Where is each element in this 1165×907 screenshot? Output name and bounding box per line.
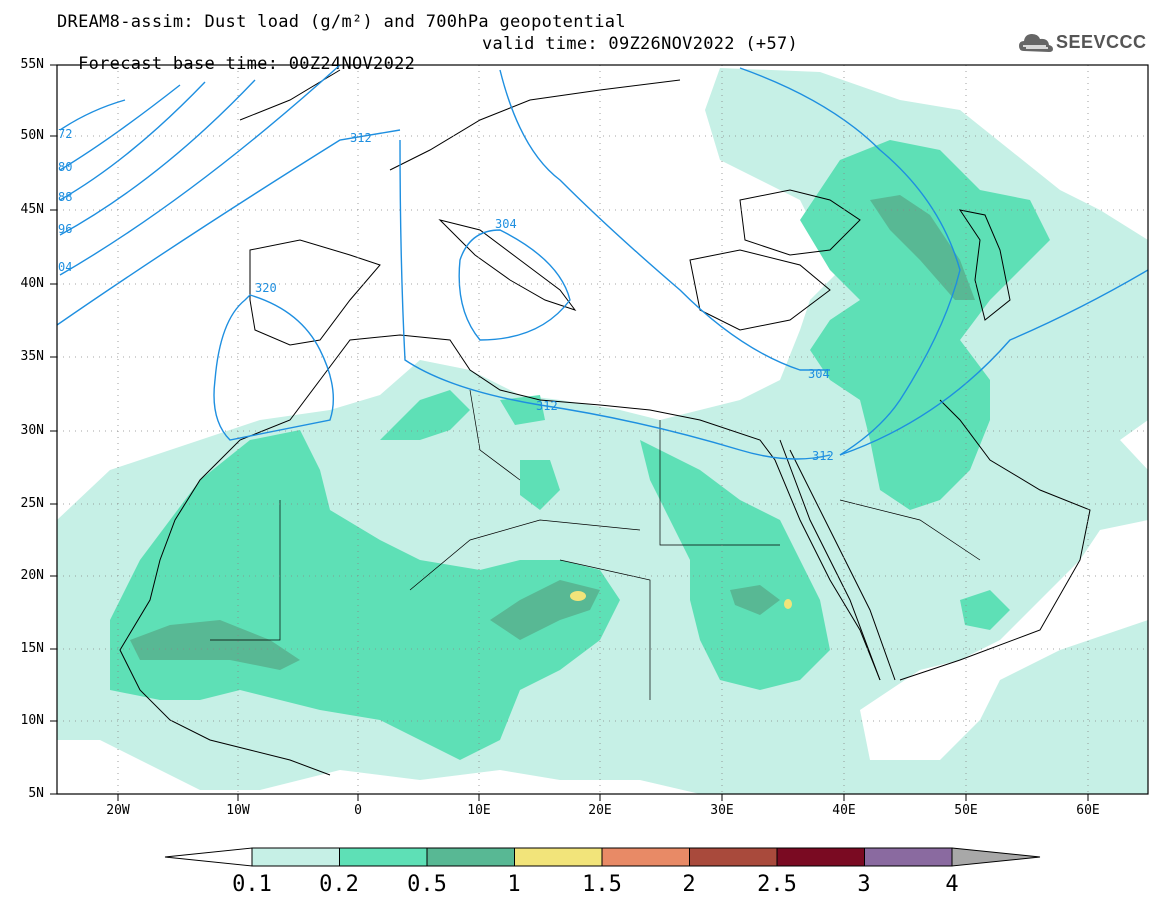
map-subtitle: Forecast base time: 00Z24NOV2022 valid t… [57, 34, 798, 94]
contour-label: 304 [495, 217, 517, 231]
contour-label: 72 [58, 127, 72, 141]
lon-label: 10W [226, 803, 250, 818]
lat-label: 5N [28, 786, 44, 801]
colorbar-swatch [601, 847, 690, 867]
lat-label: 10N [20, 713, 44, 728]
cloud-logo-icon [1019, 34, 1053, 52]
lat-label: 15N [20, 641, 44, 656]
africa-coastline [119, 334, 881, 776]
medium-dust-middle-east [800, 140, 1050, 510]
lon-label: 20E [588, 803, 612, 818]
contour-labels: 72 80 88 96 04 312 320 304 304 312 312 [58, 127, 834, 463]
colorbar-label: 3 [857, 872, 871, 897]
colorbar-label: 2.5 [757, 872, 797, 897]
colorbar-low-arrow [164, 847, 253, 867]
peak-dust-sudan [784, 599, 792, 609]
contour-label: 320 [255, 281, 277, 295]
contour-312-africa [399, 139, 831, 460]
contour-304-east [739, 67, 961, 456]
medium-dust-west-sahel [110, 430, 620, 760]
lat-label: 50N [20, 128, 44, 143]
contour-304-central [499, 69, 830, 371]
lat-label: 30N [20, 423, 44, 438]
red-sea-coastline [779, 439, 896, 681]
lat-label: 35N [20, 349, 44, 364]
lon-label: 40E [832, 803, 856, 818]
lon-label: 60E [1076, 803, 1100, 818]
contour-304-italy [458, 229, 571, 341]
caspian-coastline [958, 209, 1011, 321]
lat-label: 40N [20, 276, 44, 291]
contour-312-east [839, 269, 1148, 456]
valid-time: valid time: 09Z26NOV2022 (+57) [482, 34, 799, 54]
lon-label: 50E [954, 803, 978, 818]
forecast-base-time: Forecast base time: 00Z24NOV2022 [78, 54, 416, 74]
contour-label: 304 [808, 367, 830, 381]
logo-text: SEEVCCC [1056, 32, 1147, 52]
colorbar-swatch [426, 847, 515, 867]
colorbar-label: 0.2 [319, 872, 359, 897]
colorbar [164, 847, 1041, 867]
colorbar-high-arrow [951, 847, 1041, 867]
lat-label: 45N [20, 202, 44, 217]
colorbar-label: 0.5 [407, 872, 447, 897]
seevccc-logo: SEEVCCC [1018, 30, 1153, 56]
iberia-coastline [249, 239, 381, 346]
colorbar-label: 0.1 [232, 872, 272, 897]
heavy-dust-sahel [130, 620, 300, 670]
lat-label: 55N [20, 57, 44, 72]
turkey-coastline [689, 249, 831, 331]
medium-dust-egypt-sudan [640, 440, 830, 690]
dust-field [57, 68, 1148, 794]
medium-dust-mediterranean-blob [500, 395, 545, 425]
europe-coastline [239, 69, 681, 171]
coastlines [119, 69, 1091, 776]
italy-coastline [438, 219, 577, 311]
lon-label: 20W [106, 803, 130, 818]
lon-label: 0 [354, 803, 362, 818]
contour-label: 04 [58, 260, 72, 274]
colorbar-swatch [776, 847, 865, 867]
colorbar-swatch [864, 847, 953, 867]
contour-label: 312 [536, 399, 558, 413]
heavy-dust-caucasus [870, 195, 975, 300]
contour-296 [59, 79, 256, 236]
contour-label: 80 [58, 160, 72, 174]
country-borders [210, 389, 981, 700]
contour-280 [59, 84, 181, 171]
axis-ticks [50, 64, 1089, 801]
medium-dust-libya [520, 460, 560, 510]
map-frame [56, 64, 1149, 795]
colorbar-swatch [689, 847, 778, 867]
heavy-dust-sudan [730, 585, 780, 615]
contour-304-west [59, 65, 341, 276]
geopotential-contours [57, 65, 1148, 460]
colorbar-label: 1.5 [582, 872, 622, 897]
contour-320 [213, 294, 335, 441]
colorbar-swatch [339, 847, 428, 867]
medium-dust-arabia [960, 590, 1010, 630]
lat-label: 25N [20, 496, 44, 511]
lon-label: 30E [710, 803, 734, 818]
map-title: DREAM8-assim: Dust load (g/m²) and 700hP… [57, 12, 626, 32]
colorbar-label: 1 [507, 872, 521, 897]
colorbar-label: 4 [945, 872, 959, 897]
black-sea-coastline [739, 189, 861, 256]
lon-label: 10E [467, 803, 491, 818]
contour-label: 312 [350, 131, 372, 145]
contour-label: 88 [58, 190, 72, 204]
colorbar-label: 2 [682, 872, 696, 897]
contour-label: 96 [58, 222, 72, 236]
arabia-coastline [899, 399, 1091, 681]
peak-dust-chad [570, 591, 586, 601]
colorbar-swatch [514, 847, 603, 867]
contour-312-north [57, 129, 401, 326]
contour-label: 312 [812, 449, 834, 463]
medium-dust-north-africa [380, 390, 470, 440]
lat-label: 20N [20, 568, 44, 583]
colorbar-swatch [251, 847, 340, 867]
contour-288 [59, 81, 206, 201]
contour-272 [59, 99, 126, 131]
